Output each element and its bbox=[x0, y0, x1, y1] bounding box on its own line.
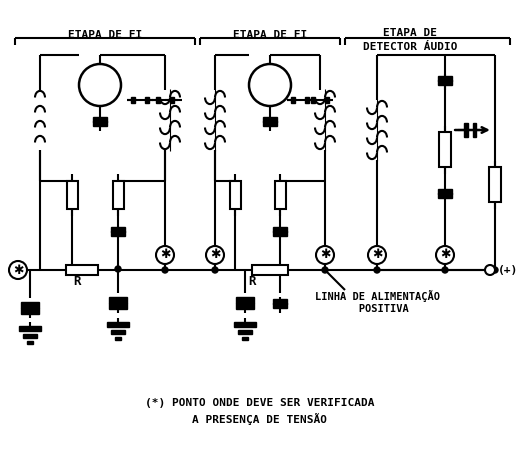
Text: ✱: ✱ bbox=[160, 248, 170, 262]
Text: ETAPA DE FI: ETAPA DE FI bbox=[233, 30, 307, 40]
Bar bbox=[236, 297, 254, 303]
Circle shape bbox=[156, 246, 174, 264]
Text: R: R bbox=[73, 275, 81, 288]
Bar bbox=[115, 337, 121, 340]
Bar bbox=[145, 97, 149, 103]
Bar bbox=[252, 265, 288, 275]
Bar bbox=[27, 341, 33, 344]
Text: ETAPA DE FI: ETAPA DE FI bbox=[68, 30, 142, 40]
Bar bbox=[109, 303, 127, 309]
Bar bbox=[325, 97, 329, 103]
Text: DETECTOR ÁUDIO: DETECTOR ÁUDIO bbox=[363, 42, 457, 52]
Circle shape bbox=[162, 267, 168, 273]
Bar bbox=[111, 231, 125, 236]
Bar bbox=[234, 322, 256, 327]
Circle shape bbox=[442, 267, 448, 273]
Bar bbox=[111, 227, 125, 232]
Circle shape bbox=[492, 267, 498, 273]
Bar bbox=[273, 299, 287, 304]
Circle shape bbox=[322, 267, 328, 273]
Bar bbox=[113, 181, 124, 209]
Bar bbox=[273, 227, 287, 232]
Text: ✱: ✱ bbox=[440, 248, 450, 262]
Circle shape bbox=[9, 261, 27, 279]
Bar bbox=[23, 334, 37, 338]
Text: R: R bbox=[248, 275, 256, 288]
Bar bbox=[311, 97, 315, 103]
Circle shape bbox=[206, 246, 224, 264]
Bar bbox=[156, 97, 160, 103]
Bar bbox=[438, 189, 452, 194]
Circle shape bbox=[436, 246, 454, 264]
Bar bbox=[438, 193, 452, 198]
Circle shape bbox=[368, 246, 386, 264]
Bar bbox=[93, 121, 107, 126]
Text: A PRESENÇA DE TENSÃO: A PRESENÇA DE TENSÃO bbox=[192, 413, 328, 425]
Bar bbox=[21, 308, 39, 314]
Text: ✱: ✱ bbox=[372, 248, 382, 262]
Bar bbox=[67, 181, 78, 209]
Text: ✱: ✱ bbox=[320, 248, 330, 262]
Circle shape bbox=[249, 64, 291, 106]
Text: (*) PONTO ONDE DEVE SER VERIFICADA: (*) PONTO ONDE DEVE SER VERIFICADA bbox=[145, 398, 375, 408]
Bar bbox=[236, 303, 254, 309]
Bar bbox=[230, 181, 241, 209]
Bar bbox=[489, 167, 501, 202]
Bar bbox=[438, 76, 452, 81]
Bar bbox=[291, 97, 295, 103]
Text: LINHA DE ALIMENTAÇÃO
       POSITIVA: LINHA DE ALIMENTAÇÃO POSITIVA bbox=[315, 290, 440, 313]
Bar bbox=[439, 132, 451, 167]
Circle shape bbox=[79, 64, 121, 106]
Circle shape bbox=[316, 246, 334, 264]
Bar bbox=[275, 181, 286, 209]
Bar bbox=[19, 326, 41, 331]
Circle shape bbox=[485, 265, 495, 275]
Bar bbox=[131, 97, 135, 103]
Bar bbox=[473, 123, 476, 137]
Bar bbox=[93, 117, 107, 122]
Bar bbox=[263, 117, 277, 122]
Bar bbox=[305, 97, 309, 103]
Text: ✱: ✱ bbox=[13, 263, 23, 276]
Bar bbox=[273, 303, 287, 308]
Bar bbox=[238, 330, 252, 334]
Circle shape bbox=[212, 267, 218, 273]
Bar bbox=[170, 97, 174, 103]
Bar bbox=[66, 265, 98, 275]
Text: ETAPA DE: ETAPA DE bbox=[383, 28, 437, 38]
Bar bbox=[242, 337, 248, 340]
Text: ✱: ✱ bbox=[210, 248, 220, 262]
Bar bbox=[109, 297, 127, 303]
Bar bbox=[464, 123, 467, 137]
Bar bbox=[273, 231, 287, 236]
Circle shape bbox=[115, 266, 121, 272]
Bar bbox=[21, 302, 39, 308]
Bar bbox=[107, 322, 129, 327]
Bar bbox=[263, 121, 277, 126]
Bar bbox=[111, 330, 125, 334]
Bar bbox=[438, 80, 452, 85]
Circle shape bbox=[374, 267, 380, 273]
Text: (+): (+) bbox=[498, 265, 518, 275]
